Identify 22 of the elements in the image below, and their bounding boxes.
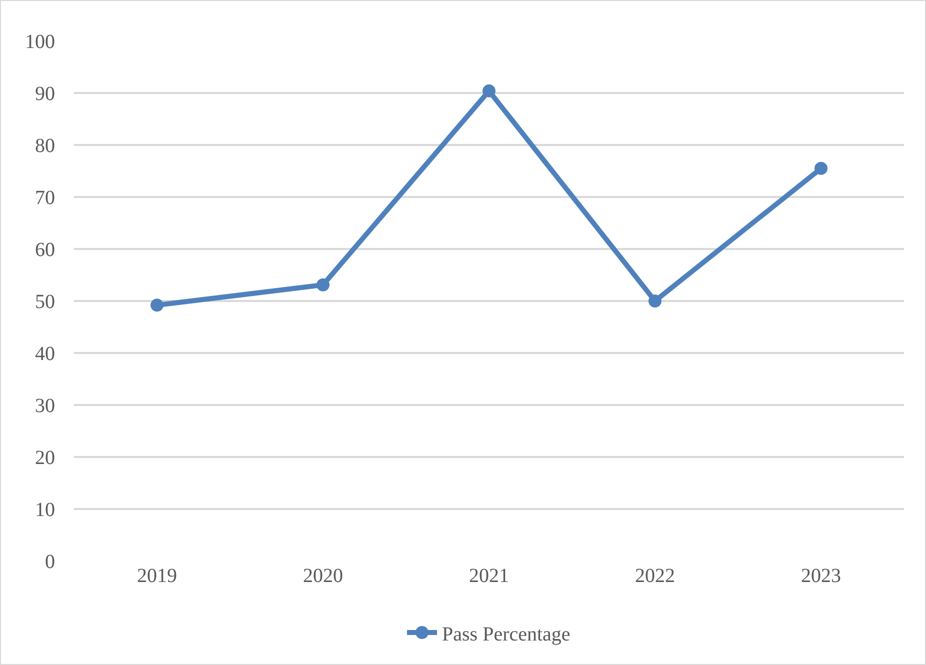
x-tick-label: 2023	[801, 565, 841, 587]
y-tick-label: 30	[35, 395, 55, 417]
y-tick-label: 100	[25, 31, 55, 53]
point	[648, 294, 662, 308]
y-tick-label: 70	[35, 187, 55, 209]
y-tick-label: 40	[35, 343, 55, 365]
y-tick-label: 50	[35, 291, 55, 313]
point	[482, 84, 496, 98]
y-tick-label: 60	[35, 239, 55, 261]
y-tick-label: 90	[35, 83, 55, 105]
x-tick-label: 2020	[303, 565, 343, 587]
legend-label: Pass Percentage	[442, 623, 570, 646]
x-tick-label: 2021	[469, 565, 509, 587]
point	[316, 278, 330, 292]
y-tick-label: 80	[35, 135, 55, 157]
point	[814, 162, 828, 175]
point	[150, 298, 164, 312]
y-tick-label: 0	[45, 551, 55, 573]
x-tick-label: 2019	[137, 565, 177, 587]
x-tick-label: 2022	[635, 565, 675, 587]
y-tick-label: 20	[35, 447, 55, 469]
y-tick-label: 10	[35, 499, 55, 521]
